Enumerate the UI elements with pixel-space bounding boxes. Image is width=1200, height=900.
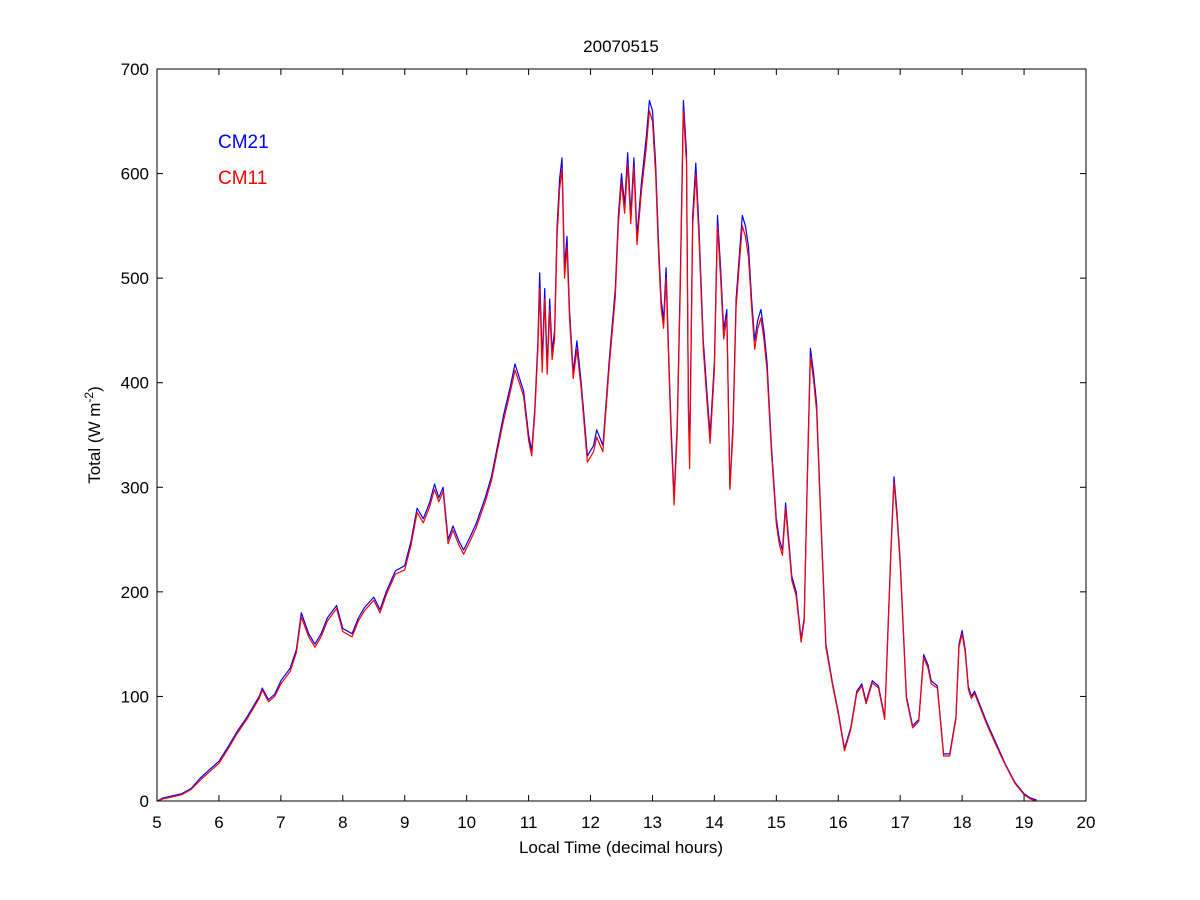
series-line-cm11 [156, 110, 1037, 802]
y-tick-label: 300 [121, 478, 149, 497]
y-tick-label: 100 [121, 687, 149, 706]
x-tick-label: 12 [581, 813, 600, 832]
x-tick-label: 6 [214, 813, 223, 832]
x-tick-label: 16 [829, 813, 848, 832]
x-tick-label: 13 [643, 813, 662, 832]
legend: CM21 CM11 [218, 132, 269, 189]
y-axis-label: Total (W m-2) [82, 386, 104, 484]
x-axis-label: Local Time (decimal hours) [519, 838, 723, 857]
x-tick-label: 15 [767, 813, 786, 832]
y-tick-label: 0 [140, 792, 149, 811]
y-axis: 0 100 200 300 400 500 600 700 [121, 60, 1086, 811]
x-tick-label: 5 [152, 813, 161, 832]
x-tick-label: 14 [705, 813, 724, 832]
x-tick-label: 18 [953, 813, 972, 832]
x-tick-label: 9 [400, 813, 409, 832]
y-tick-label: 700 [121, 60, 149, 79]
chart-title: 20070515 [583, 37, 659, 56]
y-tick-label: 500 [121, 269, 149, 288]
y-tick-label: 600 [121, 165, 149, 184]
y-tick-label: 400 [121, 374, 149, 393]
plot-frame [156, 68, 1087, 802]
legend-entry-cm11: CM11 [218, 168, 267, 189]
x-axis: 5 6 7 8 9 10 11 12 13 14 15 16 17 18 19 20 [152, 69, 1095, 832]
x-tick-label: 7 [276, 813, 285, 832]
x-tick-label: 8 [338, 813, 347, 832]
x-tick-label: 19 [1015, 813, 1034, 832]
x-tick-label: 10 [457, 813, 476, 832]
y-axis-label-prefix: Total (W m [85, 403, 104, 484]
x-tick-label: 11 [520, 813, 538, 832]
y-axis-label-suffix: ) [85, 386, 104, 392]
x-tick-label: 17 [891, 813, 910, 832]
x-tick-label: 20 [1077, 813, 1096, 832]
y-axis-label-superscript: -2 [82, 392, 96, 403]
legend-entry-cm21: CM21 [218, 132, 269, 153]
series-layer [156, 99, 1037, 802]
y-tick-label: 200 [121, 583, 149, 602]
